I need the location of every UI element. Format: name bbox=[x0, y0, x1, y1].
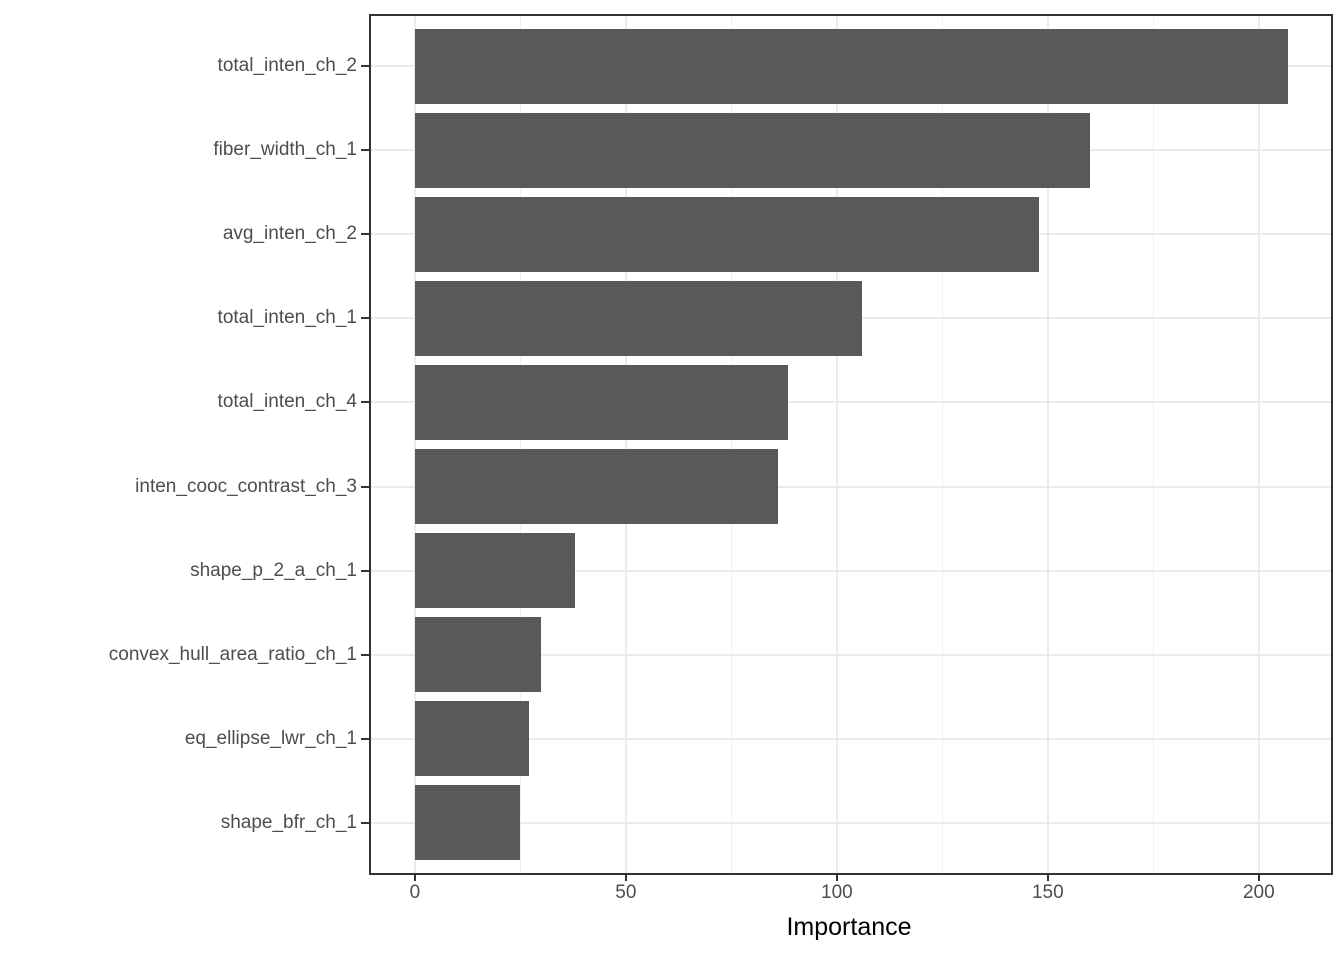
y-tick-mark-total_inten_ch_4 bbox=[361, 401, 369, 404]
bar-shape_bfr_ch_1 bbox=[414, 784, 521, 861]
bar-eq_ellipse_lwr_ch_1 bbox=[414, 700, 529, 777]
x-tick-label-50: 50 bbox=[615, 882, 637, 903]
y-tick-mark-avg_inten_ch_2 bbox=[361, 233, 369, 236]
gridline-minor-x-125 bbox=[941, 16, 943, 873]
x-tick-mark-200 bbox=[1257, 873, 1260, 881]
y-tick-label-shape_p_2_a_ch_1: shape_p_2_a_ch_1 bbox=[190, 559, 357, 581]
plot-panel bbox=[369, 14, 1333, 875]
y-tick-label-total_inten_ch_4: total_inten_ch_4 bbox=[217, 391, 357, 413]
x-axis-title: Importance bbox=[786, 913, 912, 941]
bar-inten_cooc_contrast_ch_3 bbox=[414, 448, 778, 525]
gridline-major-x-50 bbox=[624, 16, 627, 873]
gridline-major-y-shape_bfr_ch_1 bbox=[371, 821, 1331, 824]
x-tick-mark-50 bbox=[624, 873, 627, 881]
gridline-minor-x-75 bbox=[730, 16, 732, 873]
y-tick-mark-total_inten_ch_2 bbox=[361, 65, 369, 68]
gridline-major-y-shape_p_2_a_ch_1 bbox=[371, 569, 1331, 572]
x-tick-label-0: 0 bbox=[409, 882, 421, 903]
gridline-major-y-inten_cooc_contrast_ch_3 bbox=[371, 485, 1331, 488]
y-tick-mark-fiber_width_ch_1 bbox=[361, 149, 369, 152]
y-tick-label-eq_ellipse_lwr_ch_1: eq_ellipse_lwr_ch_1 bbox=[184, 727, 357, 749]
bar-total_inten_ch_4 bbox=[414, 364, 789, 441]
x-tick-label-100: 100 bbox=[821, 882, 853, 903]
gridline-minor-x-175 bbox=[1152, 16, 1154, 873]
x-tick-mark-100 bbox=[835, 873, 838, 881]
x-tick-mark-150 bbox=[1046, 873, 1049, 881]
gridline-major-x-200 bbox=[1257, 16, 1260, 873]
bar-total_inten_ch_2 bbox=[414, 28, 1289, 105]
y-tick-label-fiber_width_ch_1: fiber_width_ch_1 bbox=[213, 139, 357, 161]
bar-total_inten_ch_1 bbox=[414, 280, 863, 357]
gridline-major-x-150 bbox=[1046, 16, 1049, 873]
bar-fiber_width_ch_1 bbox=[414, 112, 1091, 189]
y-tick-mark-total_inten_ch_1 bbox=[361, 317, 369, 320]
y-tick-label-convex_hull_area_ratio_ch_1: convex_hull_area_ratio_ch_1 bbox=[108, 643, 357, 665]
gridline-major-y-convex_hull_area_ratio_ch_1 bbox=[371, 653, 1331, 656]
x-tick-mark-0 bbox=[413, 873, 416, 881]
gridline-major-x-100 bbox=[835, 16, 838, 873]
y-tick-label-total_inten_ch_1: total_inten_ch_1 bbox=[217, 307, 357, 329]
y-tick-label-total_inten_ch_2: total_inten_ch_2 bbox=[217, 55, 357, 77]
y-tick-mark-inten_cooc_contrast_ch_3 bbox=[361, 485, 369, 488]
y-tick-mark-shape_bfr_ch_1 bbox=[361, 821, 369, 824]
y-tick-label-inten_cooc_contrast_ch_3: inten_cooc_contrast_ch_3 bbox=[135, 475, 357, 497]
bar-convex_hull_area_ratio_ch_1 bbox=[414, 616, 542, 693]
bar-avg_inten_ch_2 bbox=[414, 196, 1040, 273]
y-tick-mark-convex_hull_area_ratio_ch_1 bbox=[361, 653, 369, 656]
gridline-major-y-total_inten_ch_4 bbox=[371, 401, 1331, 404]
y-tick-mark-shape_p_2_a_ch_1 bbox=[361, 569, 369, 572]
y-tick-mark-eq_ellipse_lwr_ch_1 bbox=[361, 737, 369, 740]
y-tick-label-shape_bfr_ch_1: shape_bfr_ch_1 bbox=[220, 811, 357, 833]
gridline-minor-x-25 bbox=[519, 16, 521, 873]
y-tick-label-avg_inten_ch_2: avg_inten_ch_2 bbox=[222, 223, 357, 245]
x-tick-label-150: 150 bbox=[1031, 882, 1064, 903]
x-tick-label-200: 200 bbox=[1242, 882, 1275, 903]
gridline-major-x-0 bbox=[413, 16, 416, 873]
gridline-major-y-eq_ellipse_lwr_ch_1 bbox=[371, 737, 1331, 740]
bar-shape_p_2_a_ch_1 bbox=[414, 532, 576, 609]
